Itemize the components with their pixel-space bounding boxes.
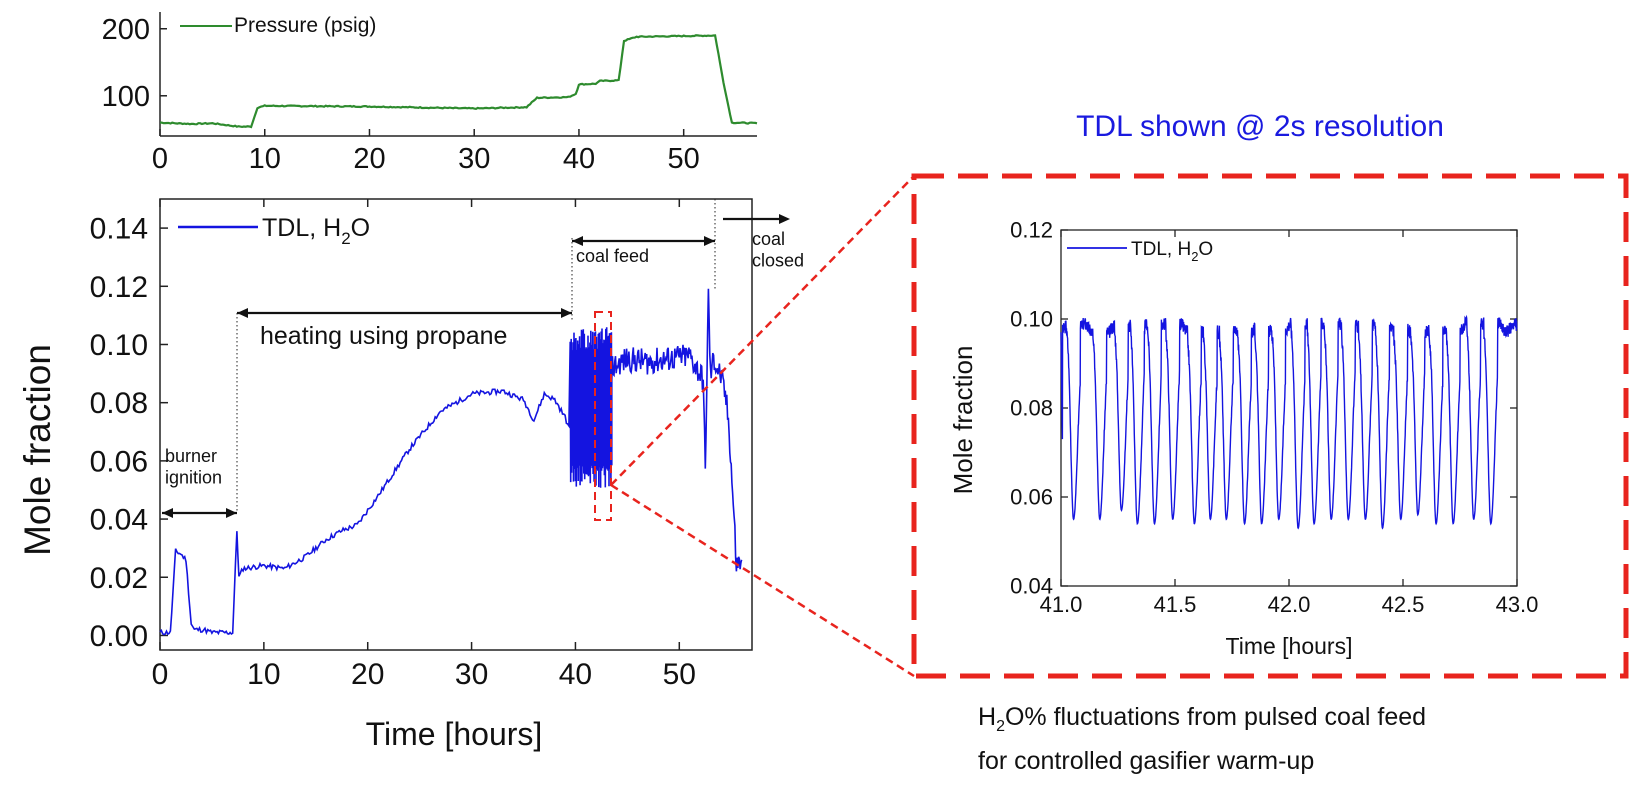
pressure-xtick-label: 20 xyxy=(353,143,385,175)
pressure-xtick-label: 50 xyxy=(668,143,700,175)
zoom-source-box xyxy=(594,311,612,521)
pressure-legend-label: Pressure (psig) xyxy=(234,14,376,37)
tdl-zoom-xtick-label: 42.0 xyxy=(1268,592,1311,617)
tdl-zoom-ytick-label: 0.04 xyxy=(1010,574,1053,599)
zoom-title: TDL shown @ 2s resolution xyxy=(1076,110,1444,143)
tdl-overview-line xyxy=(159,288,743,636)
tdl-overview-ticks: 0 10 20 30 40 50 0.00 0.02 0.04 0.06 0.08 0.10 0.12 0… xyxy=(90,199,696,691)
heating-arrow-head-left xyxy=(237,308,248,318)
pressure-ytick-label: 200 xyxy=(102,14,150,46)
zoom-connector-top xyxy=(610,175,915,486)
tdl-overview-series xyxy=(159,288,743,636)
tdl-overview-ytick-label: 0.04 xyxy=(90,504,148,537)
burner-ignition-label: ignition xyxy=(165,468,222,488)
tdl-zoom-xtick-label: 41.5 xyxy=(1154,592,1197,617)
tdl-overview-chart: 0 10 20 30 40 50 0.00 0.02 0.04 0.06 0.08 0.10 0.12 0… xyxy=(17,198,804,752)
pressure-axes xyxy=(159,12,757,137)
tdl-zoom-ytick-label: 0.10 xyxy=(1010,307,1053,332)
pressure-ytick-label: 100 xyxy=(102,81,150,113)
tdl-zoom-chart: 41.0 41.5 42.0 42.5 43.0 0.04 0.06 0.08 0.10 0.12… xyxy=(948,218,1538,659)
tdl-overview-xtick-label: 10 xyxy=(247,658,280,691)
tdl-overview-ytick-label: 0.12 xyxy=(90,271,148,304)
tdl-overview-xtick-label: 50 xyxy=(663,658,696,691)
tdl-overview-legend-label: TDL, H2O xyxy=(262,214,370,248)
tdl-overview-ytick-label: 0.02 xyxy=(90,562,148,595)
burner-ignition-label: burner xyxy=(165,446,217,466)
tdl-overview-axes xyxy=(159,198,753,651)
caption-line-2: for controlled gasifier warm-up xyxy=(978,747,1315,775)
burner-arrow-head-left xyxy=(162,508,173,518)
pressure-chart: 0 10 20 30 40 50 100 200 Pressure (psig) xyxy=(102,12,758,175)
burner-arrow-head-right xyxy=(226,508,237,518)
coal-feed-arrow-head-right xyxy=(704,236,715,246)
coal-closed-arrow-head xyxy=(779,214,790,224)
pressure-ticks: 0 10 20 30 40 50 100 200 xyxy=(102,14,700,175)
tdl-overview-ytick-label: 0.10 xyxy=(90,329,148,362)
coal-closed-label: coal xyxy=(752,229,785,249)
tdl-overview-xtick-label: 0 xyxy=(152,658,169,691)
heating-arrow-head-right xyxy=(561,308,572,318)
pressure-xtick-label: 30 xyxy=(458,143,490,175)
coal-closed-label: closed xyxy=(752,251,804,271)
figure-caption: H2O% fluctuations from pulsed coal feed … xyxy=(978,700,1426,778)
tdl-zoom-frame xyxy=(1060,229,1518,587)
pressure-xtick-label: 0 xyxy=(152,143,168,175)
coal-feed-arrow-head-left xyxy=(572,236,583,246)
tdl-overview-ytick-label: 0.08 xyxy=(90,387,148,420)
pressure-xtick-label: 40 xyxy=(563,143,595,175)
tdl-zoom-xlabel: Time [hours] xyxy=(1226,633,1353,659)
tdl-overview-ytick-label: 0.00 xyxy=(90,620,148,653)
tdl-zoom-ytick-label: 0.08 xyxy=(1010,396,1053,421)
tdl-zoom-ytick-label: 0.06 xyxy=(1010,485,1053,510)
tdl-overview-ylabel: Mole fraction xyxy=(17,344,58,556)
tdl-zoom-axes xyxy=(1060,229,1518,587)
pressure-xtick-label: 10 xyxy=(249,143,281,175)
tdl-zoom-ylabel: Mole fraction xyxy=(948,346,978,495)
tdl-zoom-legend-label: TDL, H2O xyxy=(1131,239,1213,264)
pressure-series xyxy=(160,34,758,129)
zoom-connector-bottom xyxy=(610,483,915,678)
pressure-line xyxy=(160,34,758,129)
heating-label: heating using propane xyxy=(260,322,507,350)
tdl-overview-frame xyxy=(159,198,753,651)
tdl-overview-xtick-label: 20 xyxy=(351,658,384,691)
tdl-zoom-line xyxy=(1060,314,1518,530)
tdl-zoom-ytick-label: 0.12 xyxy=(1010,218,1053,243)
tdl-overview-xtick-label: 40 xyxy=(559,658,592,691)
tdl-zoom-ticks: 41.0 41.5 42.0 42.5 43.0 0.04 0.06 0.08 0.10 0.12 xyxy=(1010,218,1538,617)
coal-feed-label: coal feed xyxy=(576,246,649,266)
tdl-overview-ytick-label: 0.06 xyxy=(90,445,148,478)
tdl-overview-xlabel: Time [hours] xyxy=(366,716,543,752)
tdl-overview-xtick-label: 30 xyxy=(455,658,488,691)
zoom-frame xyxy=(911,173,1629,679)
caption-line-1: H2O% fluctuations from pulsed coal feed xyxy=(978,703,1427,735)
tdl-overview-ytick-label: 0.14 xyxy=(90,213,148,246)
tdl-zoom-series xyxy=(1060,314,1518,530)
tdl-zoom-xtick-label: 41.0 xyxy=(1040,592,1083,617)
tdl-zoom-xtick-label: 42.5 xyxy=(1382,592,1425,617)
tdl-zoom-xtick-label: 43.0 xyxy=(1496,592,1539,617)
